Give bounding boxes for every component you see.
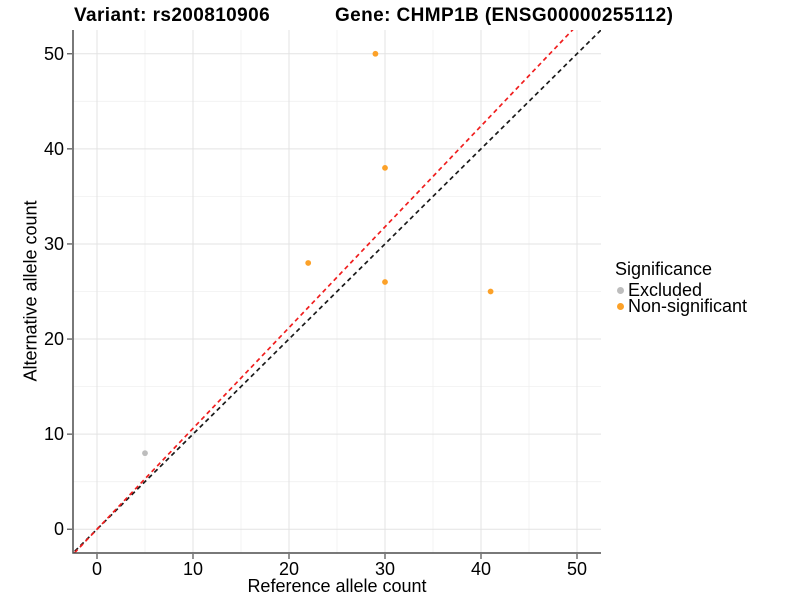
- legend-item-excluded: Excluded: [615, 280, 747, 300]
- point-non-significant: [305, 260, 312, 266]
- y-tick-label: 10: [44, 424, 64, 444]
- x-tick-label: 40: [471, 559, 491, 579]
- plot-title-gene: Gene: CHMP1B (ENSG00000255112): [335, 5, 674, 26]
- point-non-significant: [382, 279, 388, 285]
- legend-item-non-significant: Non-significant: [615, 296, 748, 316]
- allelic-ratio-line: [73, 30, 574, 553]
- point-non-significant: [372, 50, 379, 57]
- point-non-significant: [382, 164, 388, 171]
- y-tick-label: 50: [44, 44, 64, 64]
- y-axis-title: Alternative allele count: [20, 200, 41, 382]
- legend-title: Significance: [615, 259, 713, 279]
- x-tick-label: 10: [183, 559, 203, 579]
- x-tick-label: 50: [567, 559, 587, 579]
- identity-line: [73, 30, 601, 553]
- legend-key-dot-icon: [617, 286, 624, 294]
- plot-title-variant: Variant: rs200810906: [74, 5, 271, 26]
- x-tick-label: 0: [92, 559, 102, 579]
- legend-items: Excluded Non-significant: [615, 280, 748, 316]
- legend-item-label: Excluded: [628, 280, 703, 300]
- y-tick-label: 20: [44, 329, 64, 349]
- y-tick-label: 0: [54, 519, 64, 539]
- legend-item-label: Non-significant: [628, 296, 748, 316]
- x-tick-label: 30: [375, 559, 395, 579]
- legend-key-dot-icon: [617, 302, 624, 310]
- y-tick-label: 40: [44, 139, 64, 159]
- axis-lines: [72, 30, 601, 554]
- y-tick-label: 30: [44, 234, 64, 254]
- x-tick-label: 20: [279, 559, 299, 579]
- point-non-significant: [487, 288, 494, 295]
- legend: Significance Excluded Non-significant: [615, 258, 748, 316]
- point-excluded: [142, 450, 148, 457]
- x-axis-title: Reference allele count: [247, 576, 427, 596]
